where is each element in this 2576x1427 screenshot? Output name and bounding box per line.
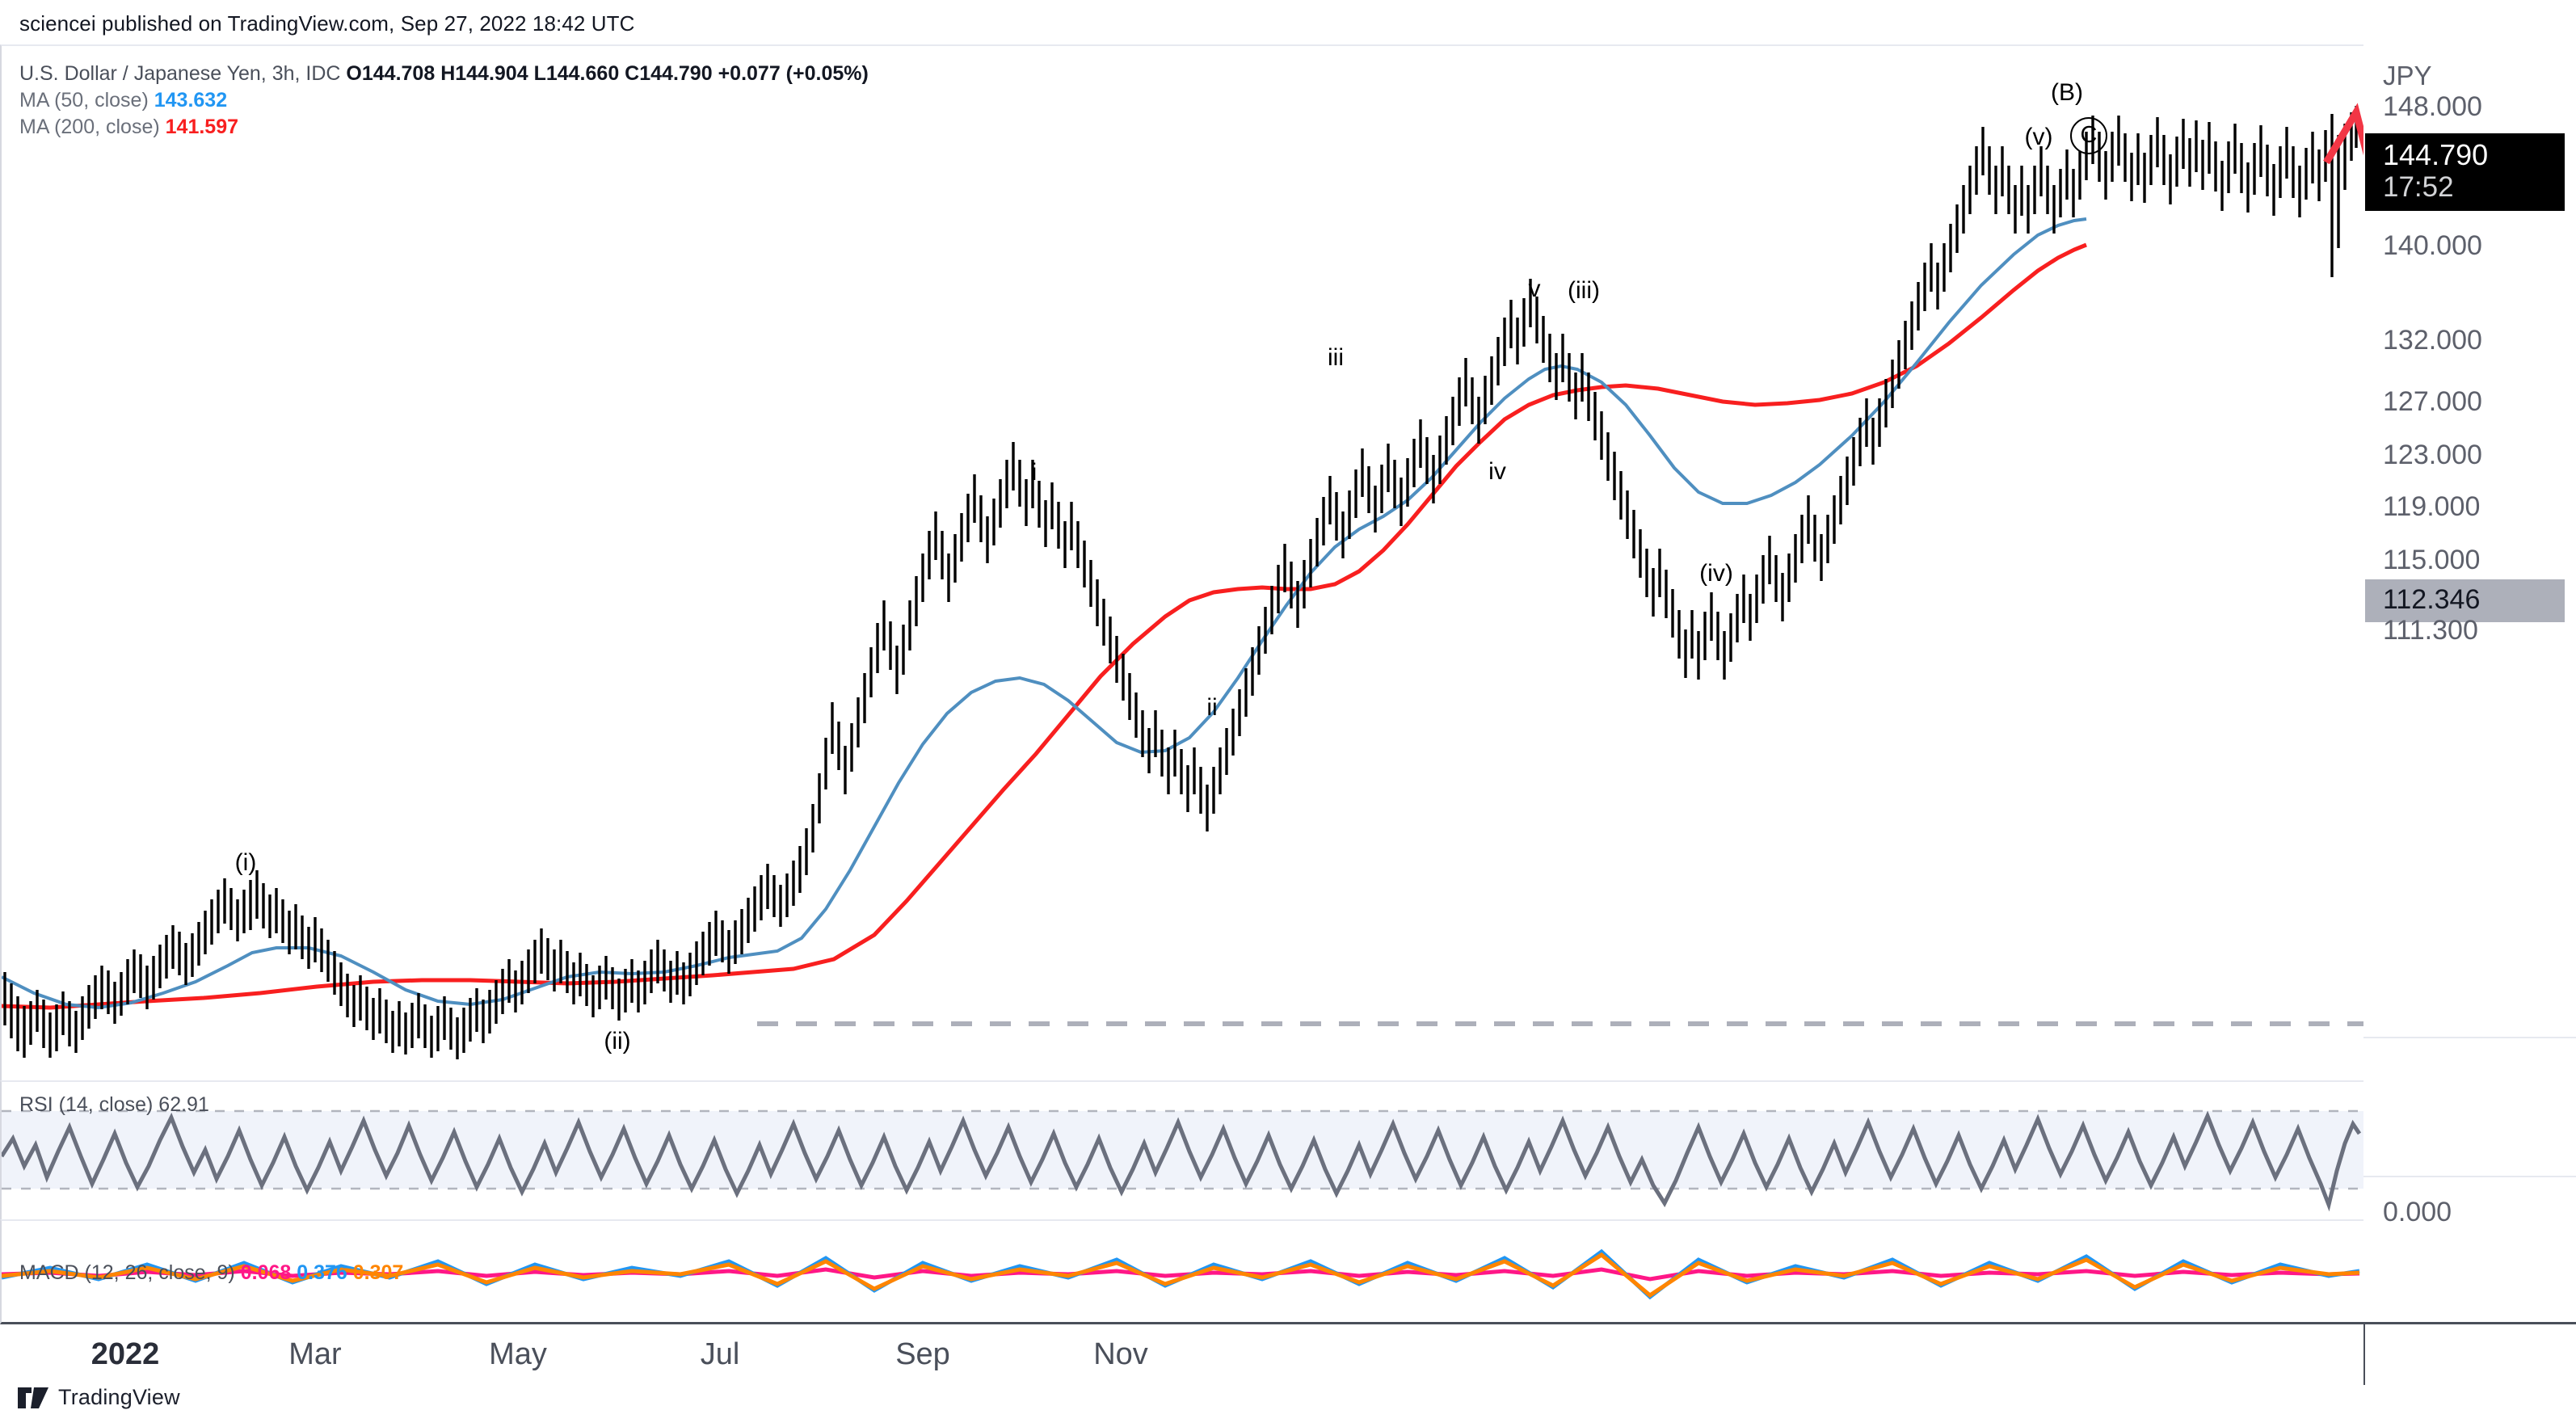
rsi-value: 62.91 <box>158 1093 209 1116</box>
legend-ma200-value: 141.597 <box>165 116 239 138</box>
axis-tick-123: 123.000 <box>2383 440 2482 470</box>
current-price-tag[interactable]: 144.790 17:52 <box>2365 133 2565 211</box>
macd-signal-line <box>2 1252 2360 1299</box>
rsi-pane[interactable]: RSI (14, close) 62.91 <box>0 1080 2363 1219</box>
axis-tick-132: 132.000 <box>2383 325 2482 356</box>
legend-close: C144.790 <box>625 62 713 85</box>
wave-label-ii-paren: (ii) <box>604 1028 631 1054</box>
macd-name: MACD (12, 26, close, 9) <box>19 1261 235 1284</box>
axis-separator-rsi <box>2363 1037 2576 1038</box>
time-label-2022: 2022 <box>90 1337 160 1371</box>
time-label-may: May <box>489 1337 547 1371</box>
macd-legend[interactable]: MACD (12, 26, close, 9) 0.068 0.376 0.30… <box>19 1261 403 1285</box>
projection-arrow <box>2323 103 2363 165</box>
rsi-line <box>2 1110 2362 1212</box>
legend-change: +0.077 (+0.05%) <box>718 62 869 85</box>
wave-label-v: v <box>1528 276 1541 302</box>
axis-tick-140: 140.000 <box>2383 230 2482 261</box>
legend-symbol: U.S. Dollar / Japanese Yen, 3h, IDC <box>19 62 341 85</box>
legend-ma50-value: 143.632 <box>154 89 228 112</box>
wave-label-iv-paren: (iv) <box>1699 560 1733 587</box>
tradingview-logo-icon <box>18 1387 48 1408</box>
wave-label-v-paren: (v) <box>2024 124 2053 150</box>
rsi-legend[interactable]: RSI (14, close) 62.91 <box>19 1093 209 1117</box>
price-bars <box>3 106 2358 1059</box>
rsi-name: RSI (14, close) <box>19 1093 154 1116</box>
macd-line-value: 0.376 <box>297 1261 347 1284</box>
axis-tick-115: 115.000 <box>2383 545 2481 575</box>
current-price-time: 17:52 <box>2383 171 2454 204</box>
ma200-line <box>2 242 2087 1010</box>
time-axis[interactable]: 2022 Mar May Jul Sep Nov <box>0 1324 2576 1385</box>
macd-zero-label: 0.000 <box>2383 1197 2452 1227</box>
legend-low: L144.660 <box>533 62 620 85</box>
chart-legend: U.S. Dollar / Japanese Yen, 3h, IDC O144… <box>19 61 869 141</box>
rsi-band <box>2 1111 2363 1189</box>
legend-ma200-row[interactable]: MA (200, close) 141.597 <box>19 114 869 141</box>
price-axis[interactable]: JPY 148.000 144.790 17:52 140.000 132.00… <box>2363 44 2576 1324</box>
axis-tick-111: 111.300 <box>2383 615 2478 646</box>
wave-label-i: i <box>1031 459 1038 486</box>
axis-tick-127: 127.000 <box>2383 386 2482 417</box>
macd-pane[interactable]: MACD (12, 26, close, 9) 0.068 0.376 0.30… <box>0 1219 2363 1324</box>
legend-ma50-row[interactable]: MA (50, close) 143.632 <box>19 87 869 114</box>
wave-label-iii: iii <box>1328 344 1344 371</box>
legend-high: H144.904 <box>440 62 528 85</box>
time-label-mar: Mar <box>288 1337 342 1371</box>
macd-signal-value: 0.307 <box>352 1261 404 1284</box>
macd-plot <box>2 1248 2360 1300</box>
axis-currency-label: JPY <box>2383 61 2432 91</box>
price-pane[interactable]: U.S. Dollar / Japanese Yen, 3h, IDC O144… <box>0 44 2363 1080</box>
ma50-line <box>2 217 2087 1010</box>
tradingview-brand-label: TradingView <box>58 1385 180 1409</box>
time-label-jul: Jul <box>700 1337 740 1371</box>
wave-label-ii: ii <box>1206 694 1218 721</box>
legend-ma200-name: MA (200, close) <box>19 116 160 138</box>
support-level-tag[interactable]: 112.346 <box>2365 579 2565 622</box>
legend-ma50-name: MA (50, close) <box>19 89 149 112</box>
tradingview-footer[interactable]: TradingView <box>18 1385 180 1410</box>
axis-tick-148: 148.000 <box>2383 91 2482 122</box>
price-series-plot <box>2 103 2363 1059</box>
wave-label-iii-paren: (iii) <box>1568 277 1600 304</box>
macd-histogram-value: 0.068 <box>240 1261 292 1284</box>
axis-separator-macd <box>2363 1176 2576 1177</box>
time-label-sep: Sep <box>895 1337 950 1371</box>
rsi-plot <box>2 1109 2363 1212</box>
time-axis-divider <box>2363 1324 2365 1385</box>
chart-frame: U.S. Dollar / Japanese Yen, 3h, IDC O144… <box>0 44 2576 1324</box>
current-price-value: 144.790 <box>2383 138 2489 171</box>
wave-label-i-paren: (i) <box>234 849 257 876</box>
legend-ohlc-row: U.S. Dollar / Japanese Yen, 3h, IDC O144… <box>19 61 869 87</box>
axis-tick-119: 119.000 <box>2383 491 2481 522</box>
wave-label-iv: iv <box>1488 458 1506 485</box>
legend-open: O144.708 <box>346 62 436 85</box>
attribution-text: sciencei published on TradingView.com, S… <box>19 11 635 36</box>
wave-label-c-circled: C <box>2070 117 2107 154</box>
wave-label-b-paren: (B) <box>2051 79 2083 106</box>
time-label-nov: Nov <box>1093 1337 1148 1371</box>
